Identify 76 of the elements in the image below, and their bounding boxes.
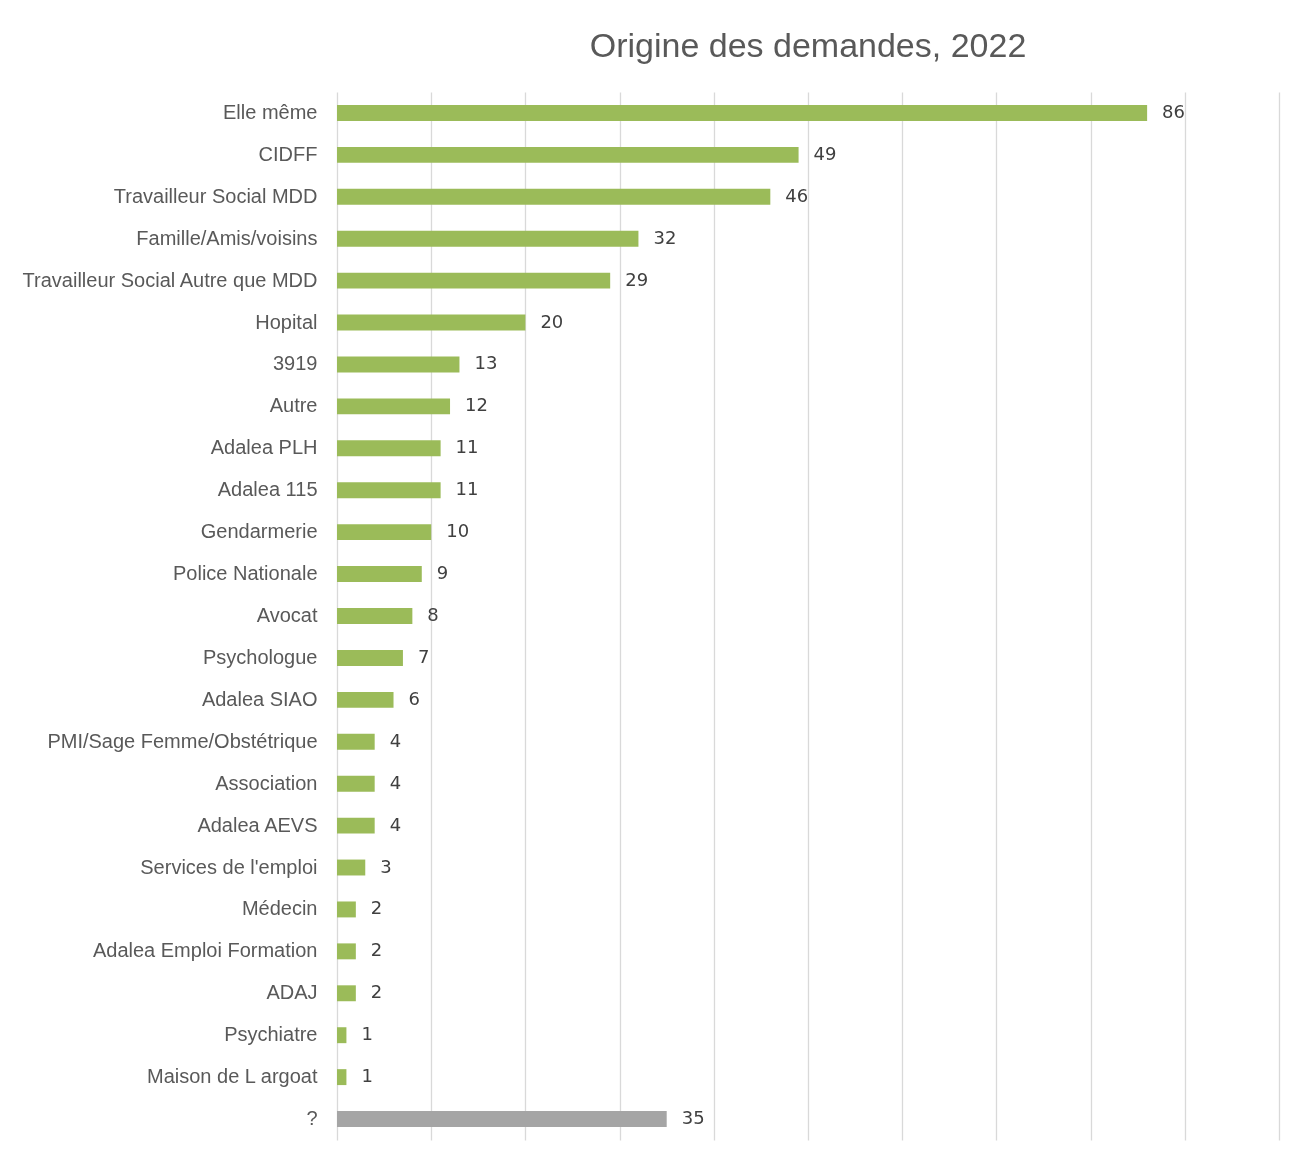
y-tick-label: Travailleur Social MDD [113, 184, 318, 207]
bar [337, 566, 422, 583]
bar [337, 398, 451, 415]
y-tick-label: Psychiatre [224, 1023, 318, 1046]
y-tick-label: CIDFF [258, 142, 318, 165]
data-label: 1 [361, 1065, 373, 1087]
y-tick-label: Services de l'emploi [140, 855, 318, 878]
bar [337, 314, 526, 331]
data-label: 4 [389, 813, 402, 835]
data-label: 9 [436, 562, 449, 584]
bar [337, 440, 441, 457]
data-label: 3 [380, 855, 392, 877]
y-tick-label: PMI/Sage Femme/Obstétrique [47, 729, 318, 752]
bar [337, 272, 611, 289]
data-label: 49 [813, 142, 837, 164]
bar [337, 817, 375, 834]
data-label: 1 [361, 1023, 373, 1045]
bar [337, 146, 799, 163]
y-tick-label: Association [215, 771, 318, 794]
y-tick-label: 3919 [273, 352, 318, 375]
y-tick-label: ADAJ [266, 981, 318, 1004]
y-tick-label: Hopital [255, 310, 318, 333]
bar [337, 105, 1148, 121]
data-label: 20 [540, 310, 564, 332]
data-label: 7 [417, 645, 430, 667]
data-label: 35 [681, 1107, 705, 1129]
bar [337, 1111, 667, 1127]
y-tick-label: ? [306, 1107, 318, 1130]
y-tick-label: Adalea Emploi Formation [92, 939, 318, 962]
bar [337, 524, 432, 541]
chart-title: Origine des demandes, 2022 [589, 26, 1027, 64]
y-tick-label: Adalea SIAO [201, 687, 318, 710]
data-label: 2 [370, 897, 383, 919]
y-tick-label: Maison de L argoat [147, 1065, 318, 1088]
bar [337, 985, 356, 1002]
bar [337, 356, 460, 373]
data-label: 32 [653, 226, 677, 248]
bar [337, 188, 771, 205]
y-tick-label: Psychologue [202, 645, 318, 668]
y-tick-label: Gendarmerie [200, 520, 318, 543]
y-tick-label: Travailleur Social Autre que MDD [22, 268, 318, 291]
bar [337, 649, 403, 666]
data-label: 11 [455, 478, 479, 500]
bar [337, 691, 394, 708]
y-tick-label: Police Nationale [172, 562, 318, 585]
data-label: 2 [370, 981, 383, 1003]
y-tick-label: Adalea PLH [210, 436, 318, 459]
bar [337, 901, 356, 918]
data-label: 29 [625, 268, 649, 290]
data-label: 13 [474, 352, 498, 374]
bar [337, 775, 375, 792]
data-label: 10 [446, 520, 470, 542]
bar [337, 1069, 347, 1086]
data-label: 4 [389, 771, 402, 793]
y-tick-label: Médecin [241, 897, 318, 920]
y-tick-label: Famille/Amis/voisins [136, 226, 318, 249]
data-label: 2 [370, 939, 383, 961]
y-tick-label: Adalea 115 [217, 478, 318, 501]
data-label: 8 [427, 604, 439, 625]
bar [337, 608, 413, 624]
y-tick-label: Autre [269, 394, 318, 417]
y-tick-label: Avocat [256, 604, 318, 626]
bar [337, 1027, 347, 1044]
data-label: 12 [465, 394, 488, 416]
data-label: 46 [785, 184, 809, 206]
bar [337, 230, 639, 247]
data-label: 86 [1162, 100, 1186, 122]
bar [337, 859, 366, 876]
data-label: 6 [408, 687, 420, 709]
y-tick-label: Elle même [223, 100, 318, 123]
bar [337, 482, 441, 499]
bar [337, 943, 356, 960]
y-tick-label: Adalea AEVS [197, 813, 318, 836]
data-label: 11 [455, 436, 479, 458]
bar [337, 733, 375, 750]
data-label: 4 [389, 729, 402, 751]
